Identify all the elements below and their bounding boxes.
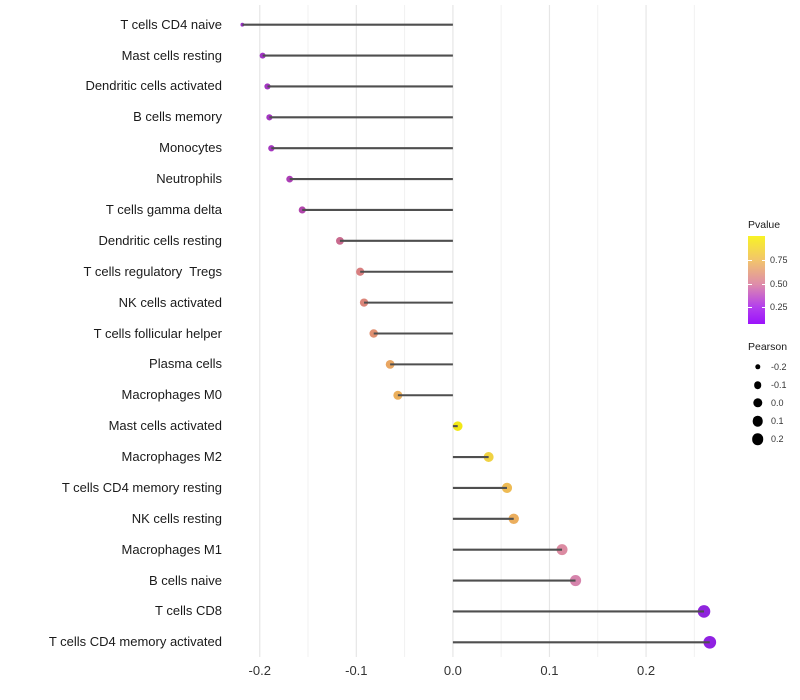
colorbar-tick bbox=[748, 284, 752, 286]
x-axis-tick-label: -0.1 bbox=[345, 663, 368, 678]
pearson-size-label: 0.2 bbox=[771, 434, 784, 444]
pearson-size-item: 0.2 bbox=[748, 430, 787, 448]
pvalue-legend-title: Pvalue bbox=[748, 219, 781, 231]
y-axis-label: Neutrophils bbox=[156, 171, 222, 187]
pearson-size-item: 0.0 bbox=[748, 394, 787, 412]
y-axis-label: T cells CD8 bbox=[155, 603, 222, 619]
colorbar-tick bbox=[761, 307, 765, 309]
colorbar-tick bbox=[761, 259, 765, 261]
y-axis-label: T cells gamma delta bbox=[105, 201, 222, 217]
x-axis-tick-label: 0.0 bbox=[443, 663, 462, 678]
colorbar-tick bbox=[748, 307, 752, 309]
colorbar-tick bbox=[761, 284, 765, 286]
y-axis-label: Mast cells activated bbox=[108, 418, 222, 434]
pvalue-colorbar: 0.75 0.50 0.25 bbox=[748, 236, 788, 324]
pearson-size-label: -0.1 bbox=[771, 380, 787, 390]
pearson-legend: Pearson -0.2 -0.1 0.0 0.1 0.2 bbox=[748, 341, 787, 448]
lollipop-dot bbox=[569, 574, 582, 587]
lollipop-dot bbox=[703, 635, 717, 649]
x-axis-tick-label: -0.2 bbox=[248, 663, 271, 678]
y-axis-label: Dendritic cells resting bbox=[98, 232, 222, 248]
y-axis-label: Plasma cells bbox=[149, 356, 222, 372]
colorbar-tick-label: 0.75 bbox=[770, 254, 788, 265]
y-axis-label: Mast cells resting bbox=[121, 47, 222, 63]
pearson-size-item: -0.1 bbox=[748, 376, 787, 394]
pearson-size-item: 0.1 bbox=[748, 412, 787, 430]
colorbar-tick bbox=[748, 259, 752, 261]
y-axis-label: Dendritic cells activated bbox=[85, 78, 222, 94]
pearson-size-dot bbox=[752, 415, 763, 427]
pearson-size-label: -0.2 bbox=[771, 362, 787, 372]
colorbar-tick-label: 0.50 bbox=[770, 279, 788, 290]
y-axis-label: NK cells activated bbox=[118, 294, 222, 310]
pearson-size-dot bbox=[754, 364, 761, 370]
y-axis-label: Macrophages M2 bbox=[121, 449, 222, 465]
y-axis-label: T cells CD4 memory resting bbox=[61, 479, 222, 495]
pearson-size-item: -0.2 bbox=[748, 358, 787, 376]
y-axis-label: Monocytes bbox=[159, 140, 222, 156]
x-axis-tick-label: 0.2 bbox=[637, 663, 656, 678]
pearson-legend-title: Pearson bbox=[748, 341, 788, 353]
y-axis-label: Macrophages M0 bbox=[121, 387, 222, 403]
y-axis-label: B cells memory bbox=[133, 109, 222, 125]
pearson-size-label: 0.1 bbox=[771, 416, 784, 426]
y-axis-label: T cells regulatory Tregs bbox=[83, 263, 222, 279]
pearson-size-label: 0.0 bbox=[771, 398, 784, 408]
pvalue-legend: Pvalue 0.75 0.50 0.25 bbox=[748, 219, 788, 324]
y-axis-label: T cells follicular helper bbox=[93, 325, 222, 341]
x-axis-tick-label: 0.1 bbox=[540, 663, 559, 678]
pearson-size-dot bbox=[752, 398, 763, 408]
pearson-size-dot bbox=[751, 433, 764, 445]
colorbar-tick-label: 0.25 bbox=[770, 302, 788, 313]
y-axis-label: T cells CD4 memory activated bbox=[48, 634, 222, 650]
pearson-size-items: -0.2 -0.1 0.0 0.1 0.2 bbox=[748, 358, 787, 448]
y-axis-label: B cells naive bbox=[149, 572, 222, 588]
y-axis-label: NK cells resting bbox=[131, 510, 222, 526]
y-axis-label: Macrophages M1 bbox=[121, 541, 222, 557]
pearson-size-dot bbox=[753, 381, 762, 389]
y-axis-label: T cells CD4 naive bbox=[120, 16, 222, 32]
